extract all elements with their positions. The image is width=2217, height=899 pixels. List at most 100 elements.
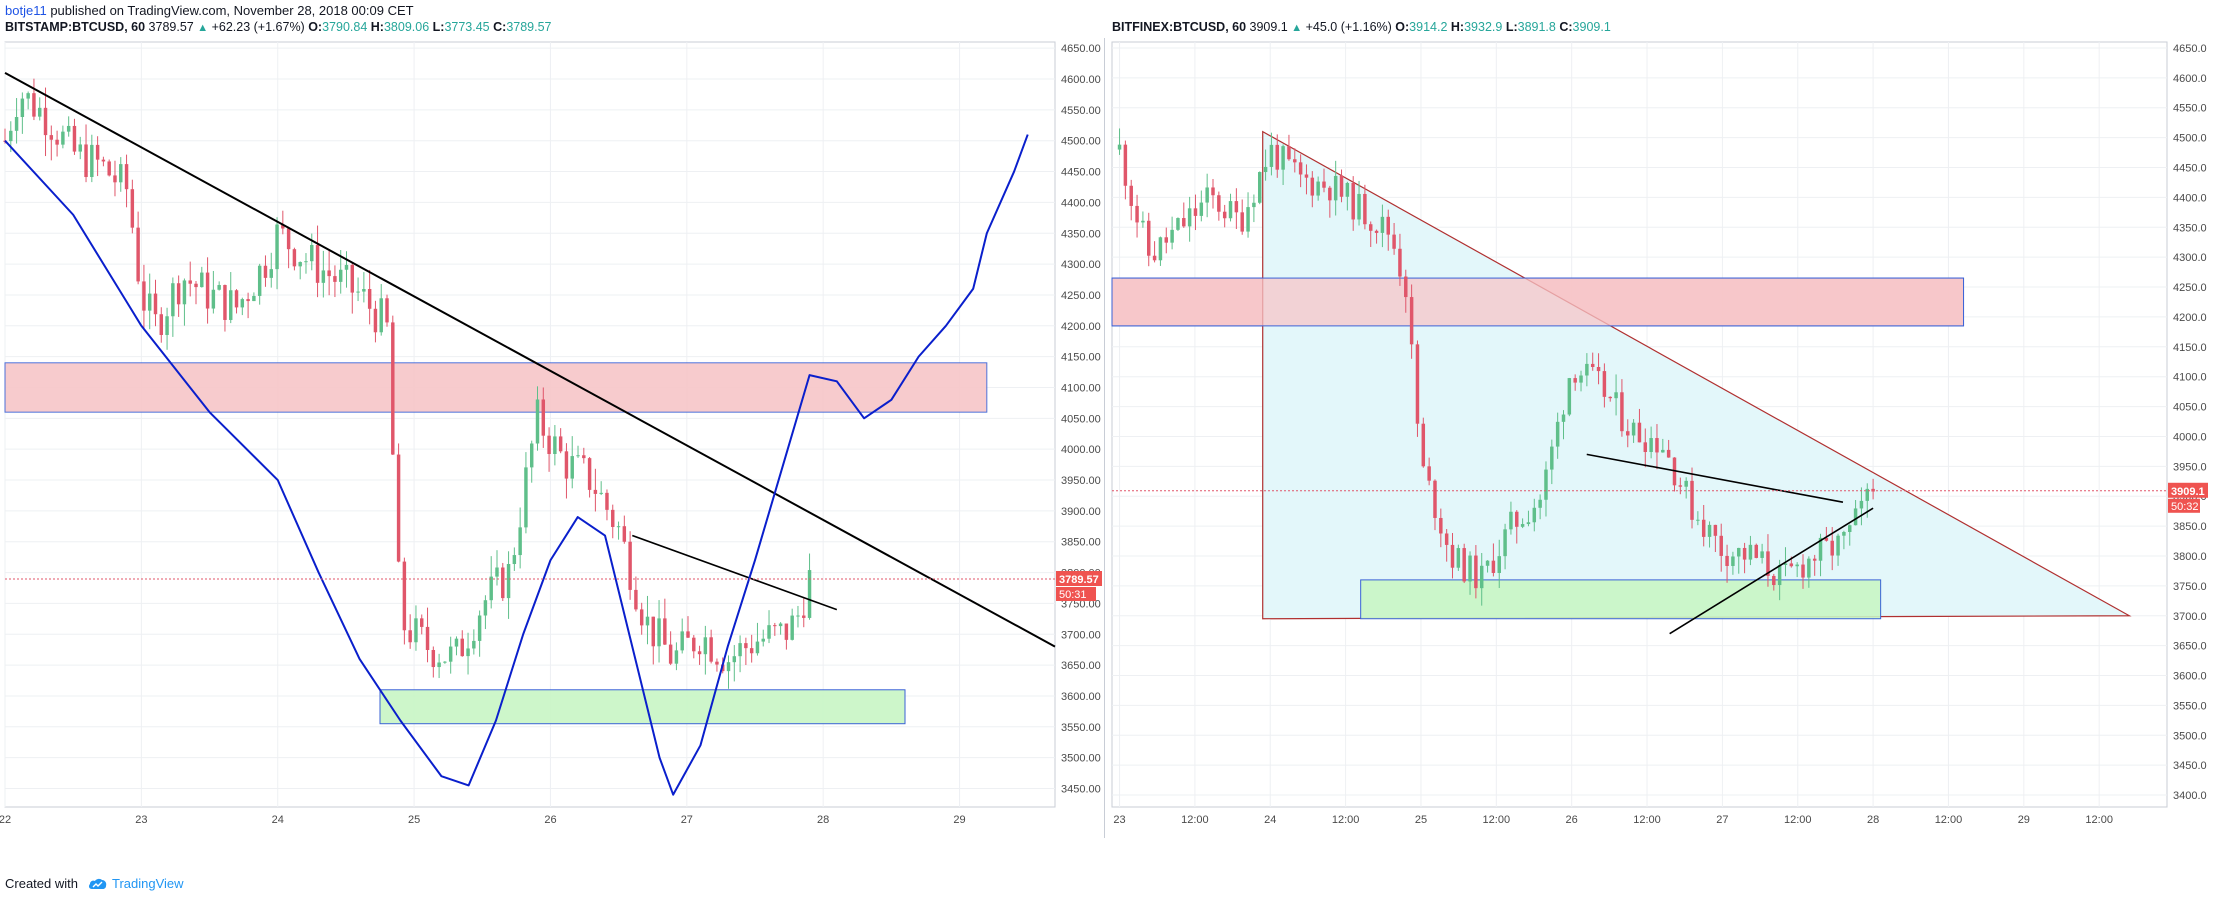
candle-body [524,467,528,528]
y-tick-label: 4650.00 [1061,43,1101,55]
candle-body [1433,480,1437,518]
candle-body [119,164,123,183]
y-tick-label: 3750.0 [2173,581,2207,593]
y-tick-label: 4400.00 [1061,197,1101,209]
candle-body [246,299,250,302]
candle-body [593,489,598,494]
candle-body [1485,560,1490,566]
y-tick-label: 3550.0 [2173,700,2207,712]
candle-body [298,262,302,267]
candle-body [807,570,812,618]
y-tick-label: 4100.00 [1061,382,1101,394]
candle-body [321,270,326,283]
candle-body [55,139,59,145]
y-tick-label: 4000.0 [2173,431,2207,443]
tradingview-brand[interactable]: TradingView [88,876,184,891]
candle-body [715,661,719,665]
y-tick-label: 4550.00 [1061,105,1101,117]
candle-body [472,640,476,649]
left-c-label: C: [493,20,507,34]
candle-body [1777,565,1782,586]
candle-body [448,646,453,662]
candle-body [1158,237,1163,261]
candle-body [1509,511,1513,530]
cloud-logo-icon [88,878,107,889]
candle-body [130,189,135,228]
candle-body [1515,511,1519,527]
right-chart-pane[interactable]: BITFINEX:BTCUSD, 60 3909.1 ▲ +45.0 (+1.1… [1107,17,2217,837]
candle-body [414,618,418,643]
candle-body [767,625,771,639]
right-symbol: BITFINEX:BTCUSD, 60 [1112,20,1247,34]
candle-body [1316,181,1320,196]
candle-body [1631,422,1636,436]
candle-body [1339,175,1344,197]
y-tick-label: 4250.0 [2173,282,2207,294]
y-tick-label: 4350.0 [2173,222,2207,234]
candle-body [1152,255,1157,261]
y-tick-label: 3850.0 [2173,521,2207,533]
candle-body [425,626,430,650]
left-chart-canvas[interactable]: 4650.00 4600.00 4550.00 4500.00 4450.00 4400.… [0,37,1102,837]
candle-body [466,648,470,657]
candle-body [1386,216,1390,235]
candle-body [1719,535,1723,556]
candle-body [1298,162,1303,175]
candle-body [773,625,777,627]
candle-body [263,265,268,278]
candle-body [84,144,88,178]
candle-body [744,643,748,649]
y-tick-label: 4150.0 [2173,342,2207,354]
candle-body [1474,555,1478,589]
candle-body [1725,555,1729,566]
left-chart-pane[interactable]: BITSTAMP:BTCUSD, 60 3789.57 ▲ +62.23 (+1… [0,17,1102,837]
x-tick-label: 24 [1264,814,1276,826]
candle-body [558,436,563,452]
candle-body [1182,218,1186,227]
candle-body [32,93,36,117]
y-tick-label: 3650.00 [1061,660,1101,672]
candle-body [379,298,383,333]
candle-body [709,637,713,662]
candle-body [310,244,314,262]
x-tick-label: 25 [1415,814,1427,826]
candle-body [1503,529,1507,557]
right-chart-canvas[interactable]: 4650.0 4600.0 4550.0 4500.0 4450.0 4400.0 4350… [1107,37,2217,837]
candle-body [1240,212,1244,232]
candle-body [286,228,291,250]
author-link[interactable]: botje11 [5,3,47,18]
y-tick-label: 3800.0 [2173,551,2207,563]
candle-body [778,623,783,627]
candle-body [437,662,441,668]
candle-body [1368,224,1373,231]
candle-body [541,399,546,436]
candle-body [1374,230,1379,233]
candle-body [1444,533,1449,545]
candle-body [1614,392,1618,399]
x-tick-label: 12:00 [1633,814,1661,826]
candle-body [535,399,540,444]
candle-body [1246,207,1250,232]
candle-body [95,144,100,160]
candle-body [182,280,187,305]
candle-body [1135,205,1139,223]
y-tick-label: 3500.00 [1061,753,1101,765]
y-tick-label: 3500.0 [2173,730,2207,742]
candle-body [1392,234,1396,249]
pane-divider[interactable] [1104,38,1105,838]
y-tick-label: 3400.0 [2173,790,2207,802]
y-tick-label: 3450.0 [2173,760,2207,772]
candle-body [1345,182,1350,197]
y-tick-label: 4200.00 [1061,321,1101,333]
left-close: 3789.57 [506,20,552,34]
candle-body [43,107,48,136]
candle-body [1637,422,1642,443]
candle-body [1836,535,1840,556]
candle-body [547,435,551,454]
candle-body [1205,187,1209,203]
x-tick-label: 28 [1867,814,1879,826]
candle-body [1415,344,1420,424]
candle-body [9,130,13,142]
candle-body [1479,565,1484,589]
candle-body [1742,547,1747,560]
